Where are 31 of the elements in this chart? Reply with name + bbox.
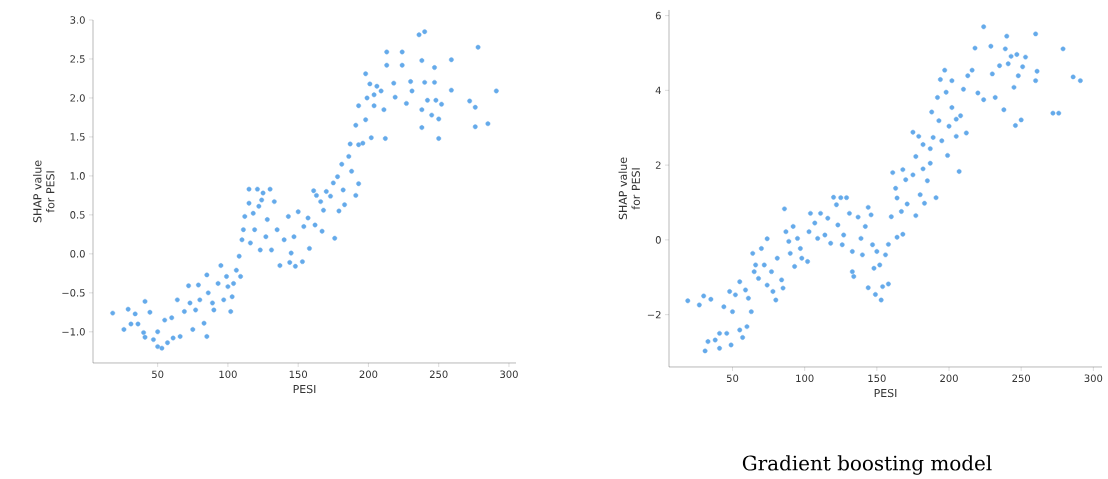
x-tick-label: 150 (868, 374, 886, 383)
y-tick-label: 1.0 (70, 172, 85, 180)
y-tick-label: 1.5 (70, 133, 85, 141)
y-tick-label: 2.0 (70, 94, 85, 102)
x-tick-label: 300 (1084, 374, 1103, 383)
y-axis-title: SHAP value for PESI (33, 160, 55, 223)
y-tick-label: 0 (655, 236, 661, 244)
y-tick-label: 4 (655, 86, 661, 94)
y-tick-label: 2 (655, 161, 661, 169)
x-tick-label: 250 (1012, 374, 1031, 383)
y-tick-label: −2 (647, 310, 661, 319)
x-tick-label: 150 (289, 370, 308, 379)
x-tick-label: 50 (726, 374, 739, 383)
x-tick-label: 100 (796, 374, 814, 383)
x-tick-label: 200 (359, 370, 378, 379)
x-axis-title: PESI (293, 384, 316, 394)
x-tick-label: 50 (152, 370, 164, 379)
x-tick-label: 200 (940, 374, 958, 383)
text: Gradient boosting model (742, 455, 992, 475)
x-tick-label: 250 (429, 370, 448, 379)
x-tick-label: 300 (500, 370, 518, 379)
y-tick-label: 3.0 (70, 16, 85, 24)
y-tick-label: 6 (655, 11, 661, 20)
x-tick-label: 100 (219, 370, 237, 379)
y-tick-label: 0.5 (70, 211, 85, 219)
y-tick-label: 0.0 (70, 250, 85, 258)
y-tick-label: −0.5 (62, 289, 85, 297)
y-tick-label: −1.0 (62, 328, 85, 336)
y-axis-title: SHAP value for PESI (618, 157, 640, 220)
y-tick-label: 2.5 (70, 55, 85, 63)
x-axis-title: PESI (874, 388, 897, 398)
